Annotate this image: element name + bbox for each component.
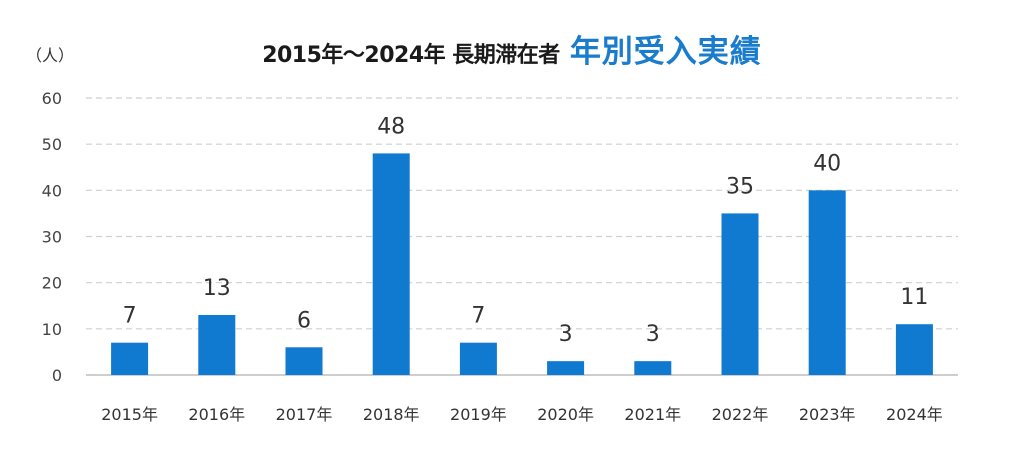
data-label: 35	[726, 174, 754, 199]
y-tick-label: 40	[42, 181, 62, 200]
x-tick-label: 2016年	[188, 405, 245, 424]
bar	[808, 190, 846, 375]
y-tick-label: 20	[42, 274, 62, 293]
bar	[285, 347, 323, 375]
x-tick-label: 2021年	[624, 405, 681, 424]
chart-title: 2015年～2024年 長期滞在者 年別受入実績	[0, 26, 1024, 71]
bar	[634, 361, 672, 375]
bar	[721, 213, 759, 375]
x-tick-label: 2018年	[363, 405, 420, 424]
y-tick-label: 30	[42, 228, 62, 247]
y-tick-label: 50	[42, 135, 62, 154]
x-tick-label: 2015年	[101, 405, 158, 424]
data-label: 48	[377, 114, 405, 139]
chart-title-accent: 年別受入実績	[569, 34, 762, 70]
bar	[198, 314, 236, 375]
bar	[111, 342, 149, 375]
data-label: 13	[203, 276, 231, 301]
x-tick-label: 2023年	[799, 405, 856, 424]
data-label: 11	[900, 285, 928, 310]
data-label: 7	[471, 304, 485, 329]
x-tick-label: 2022年	[712, 405, 769, 424]
x-tick-label: 2017年	[276, 405, 333, 424]
bar	[547, 361, 585, 375]
x-tick-label: 2024年	[886, 405, 943, 424]
bar	[895, 324, 933, 375]
data-label: 3	[646, 322, 660, 347]
data-label: 6	[297, 308, 311, 333]
y-tick-label: 60	[42, 89, 62, 108]
bar	[372, 153, 410, 375]
data-label: 7	[123, 304, 137, 329]
x-tick-label: 2019年	[450, 405, 507, 424]
data-label: 3	[559, 322, 573, 347]
x-tick-label: 2020年	[537, 405, 594, 424]
bar	[459, 342, 497, 375]
chart-title-main: 2015年～2024年 長期滞在者	[262, 43, 560, 68]
data-label: 40	[813, 151, 841, 176]
y-axis-unit-label: （人）	[26, 46, 75, 65]
y-tick-label: 10	[42, 320, 62, 339]
y-tick-label: 0	[52, 366, 62, 385]
